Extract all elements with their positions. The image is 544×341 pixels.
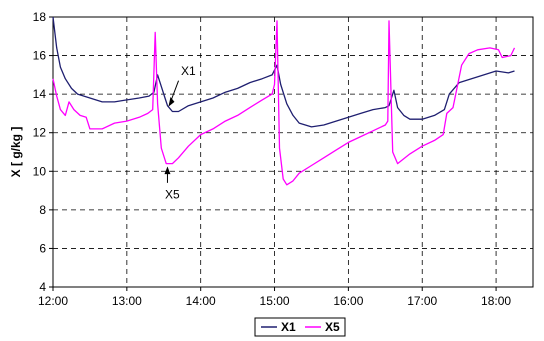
legend-label-x1: X1 — [281, 320, 296, 334]
grid — [53, 17, 533, 287]
y-axis-label: X [ g/kg ] — [9, 127, 23, 178]
y-tick-label: 10 — [33, 164, 47, 178]
x1-arrow-head — [168, 97, 175, 107]
plot-area — [52, 16, 534, 288]
y-tick-label: 12 — [33, 126, 47, 140]
x-tick-label: 18:00 — [481, 294, 511, 308]
x-tick-label: 16:00 — [333, 294, 363, 308]
axes: 4 6 8 10 12 14 16 18 12:00 13:00 14:00 15:00 16:00 17… — [33, 10, 512, 308]
y-tick-label: 4 — [39, 280, 46, 294]
x-tick-label: 14:00 — [186, 294, 216, 308]
annotation-x5: X5 — [165, 187, 180, 201]
x5-arrow-head — [164, 166, 171, 175]
legend-box — [254, 317, 346, 337]
legend: X1 X5 — [254, 317, 346, 337]
y-tick-label: 14 — [33, 87, 47, 101]
legend-label-x5: X5 — [325, 320, 340, 334]
x-tick-label: 12:00 — [38, 294, 68, 308]
annotations: X1 X5 — [164, 64, 196, 201]
y-tick-label: 8 — [39, 203, 46, 217]
annotation-x1: X1 — [181, 64, 196, 78]
y-tick-label: 6 — [39, 241, 46, 255]
y-tick-label: 16 — [33, 49, 47, 63]
x-tick-label: 15:00 — [260, 294, 290, 308]
series-line-x5 — [52, 20, 516, 186]
series-lines — [52, 16, 516, 186]
x-tick-label: 13:00 — [112, 294, 142, 308]
x-tick-label: 17:00 — [407, 294, 437, 308]
y-tick-label: 18 — [33, 10, 47, 24]
